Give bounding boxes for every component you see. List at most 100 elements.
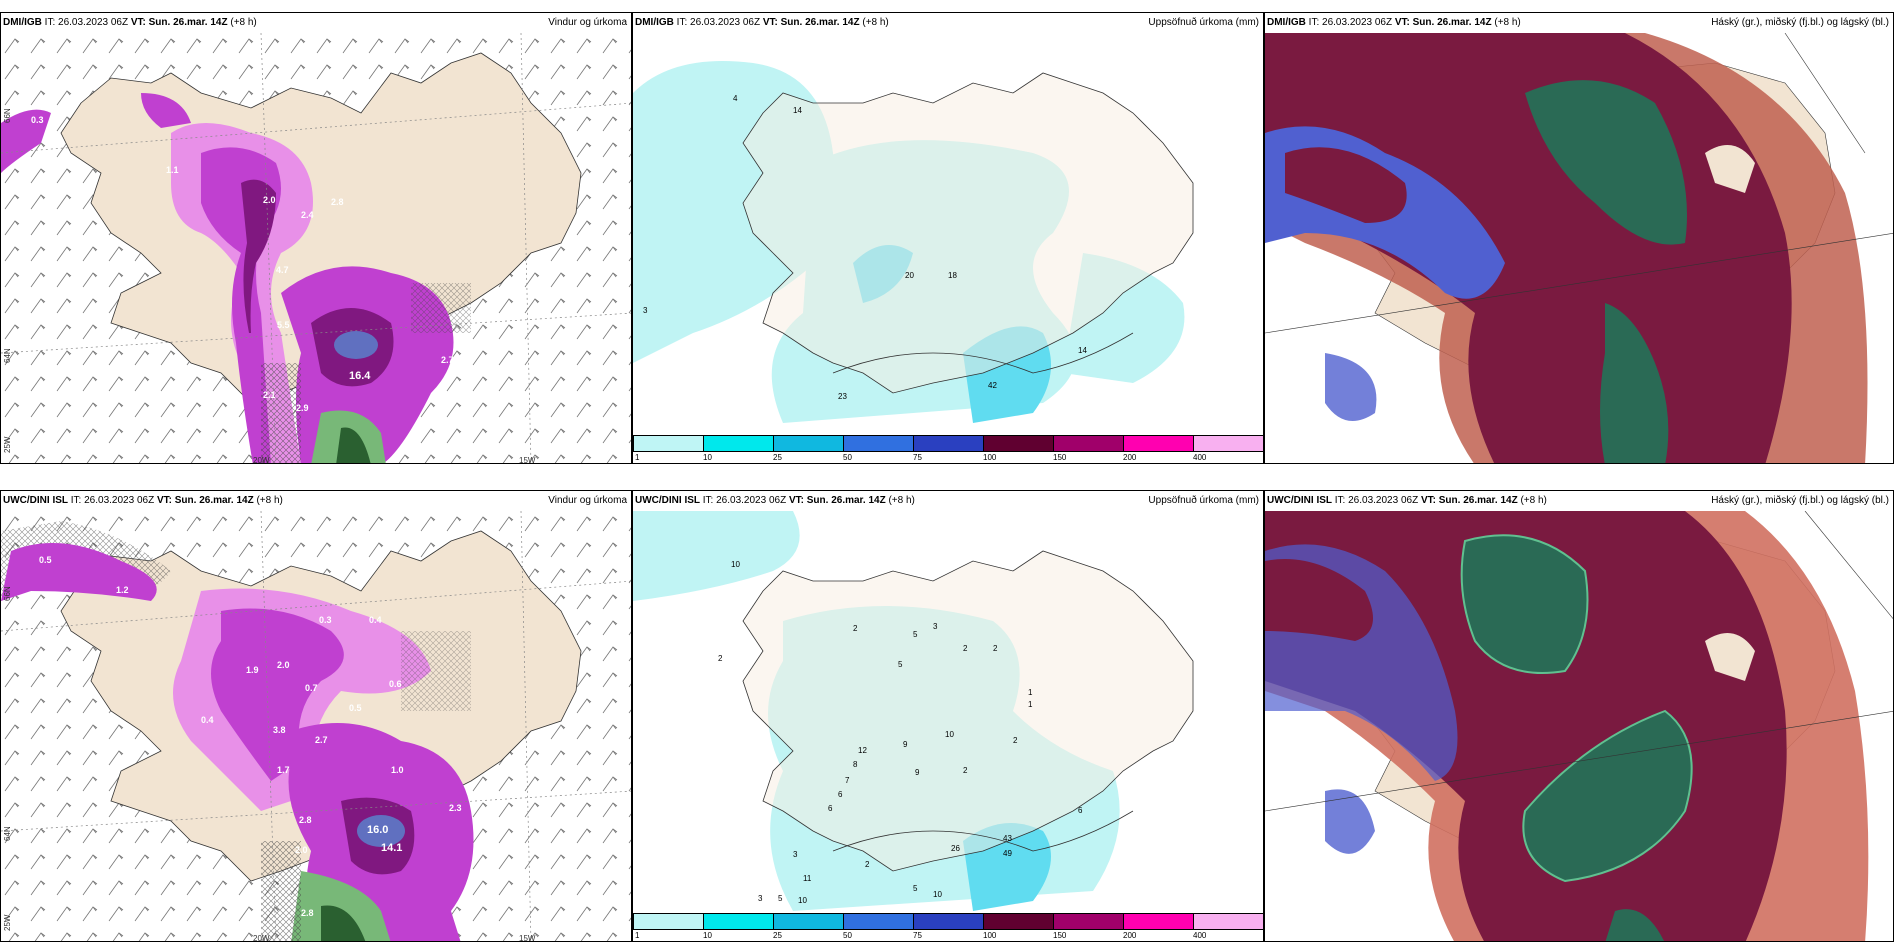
vt-value: Sun. 26.mar. 14Z: [1438, 495, 1518, 506]
colorbar: 1 10 25 50 75 100 150 200 400: [633, 435, 1263, 463]
lon-label: 15W: [519, 456, 536, 464]
colorbar-swatch: [773, 913, 844, 930]
colorbar-label: 200: [1123, 931, 1137, 940]
colorbar-label: 150: [1053, 453, 1067, 462]
colorbar-label: 75: [913, 453, 922, 462]
lead-time: (+8 h): [256, 495, 283, 506]
value-label: 3: [758, 894, 763, 903]
iceland-land: [742, 550, 1194, 872]
value-label: 49: [1003, 849, 1012, 858]
value-label: 2: [853, 624, 858, 633]
value-label: 2: [1013, 736, 1018, 745]
colorbar-label: 100: [983, 931, 997, 940]
iceland-land: [742, 72, 1194, 394]
colorbar-label: 150: [1053, 931, 1067, 940]
value-label: 16.0: [367, 824, 388, 836]
wind-precip-map: 0.3 1.1 2.0 2.8 2.4 4.7 5.5 16.4 2.9 2.1…: [1, 33, 631, 464]
value-label: 2.0: [263, 195, 276, 205]
panel-header: UWC/DINI ISL IT: 26.03.2023 06Z VT: Sun.…: [1, 491, 631, 511]
value-label: 2: [993, 644, 998, 653]
clouds-map: [1265, 33, 1893, 463]
vt-label: VT:: [762, 17, 778, 28]
value-label: 12: [858, 746, 867, 755]
lead-time: (+8 h): [230, 17, 257, 28]
lead-time: (+8 h): [862, 17, 889, 28]
it-label: IT:: [1308, 17, 1320, 28]
panel-accum-precip-uwc: UWC/DINI ISL IT: 26.03.2023 06Z VT: Sun.…: [632, 490, 1264, 942]
colorbar-label: 1: [635, 931, 640, 940]
value-label: 3.8: [273, 725, 286, 735]
colorbar-swatch: [633, 435, 704, 452]
value-label: 3: [793, 850, 798, 859]
wind-precip-map: 0.5 1.2 1.9 2.0 0.3 0.4 0.7 0.5 0.6 3.8 …: [1, 511, 631, 941]
colorbar-swatch: [983, 913, 1054, 930]
value-label: 6: [1078, 806, 1083, 815]
value-label: 0.4: [201, 715, 214, 725]
panel-title: Uppsöfnuð úrkoma (mm): [1148, 17, 1259, 28]
colorbar-swatch: [1123, 913, 1194, 930]
colorbar-swatch: [1193, 913, 1263, 930]
value-label: 2.8: [299, 815, 312, 825]
value-label: 7: [845, 776, 850, 785]
lat-label: 66N: [3, 108, 12, 123]
value-label: 2.8: [301, 908, 314, 918]
colorbar-label: 75: [913, 931, 922, 940]
panel-clouds-uwc: UWC/DINI ISL IT: 26.03.2023 06Z VT: Sun.…: [1264, 490, 1894, 942]
colorbar-label: 25: [773, 453, 782, 462]
colorbar-swatch: [703, 913, 774, 930]
value-label: 4: [733, 94, 738, 103]
colorbar-swatch: [633, 913, 704, 930]
value-label: 10: [731, 560, 740, 569]
vt-label: VT:: [130, 17, 146, 28]
lead-time: (+8 h): [888, 495, 915, 506]
colorbar-label: 10: [703, 931, 712, 940]
it-value: 26.03.2023 06Z: [1322, 17, 1393, 28]
vt-value: Sun. 26.mar. 14Z: [780, 17, 860, 28]
value-label: 2: [865, 860, 870, 869]
value-label: 14: [793, 106, 802, 115]
value-label: 5: [898, 660, 903, 669]
colorbar-swatch: [913, 913, 984, 930]
colorbar-label: 10: [703, 453, 712, 462]
value-label: 2.0: [295, 845, 308, 855]
lead-time: (+8 h): [1520, 495, 1547, 506]
panel-title: Uppsöfnuð úrkoma (mm): [1148, 495, 1259, 506]
lat-label: 64N: [3, 348, 12, 363]
value-label: 10: [945, 730, 954, 739]
value-label: 0.3: [319, 615, 332, 625]
colorbar-label: 1: [635, 453, 640, 462]
panel-header: DMI/IGB IT: 26.03.2023 06Z VT: Sun. 26.m…: [1, 13, 631, 33]
value-label: 2: [718, 654, 723, 663]
value-label: 14: [1078, 346, 1087, 355]
value-label: 1.0: [391, 765, 404, 775]
it-value: 26.03.2023 06Z: [690, 17, 761, 28]
colorbar-swatch: [913, 435, 984, 452]
colorbar-label: 200: [1123, 453, 1137, 462]
value-label: 1.2: [116, 585, 129, 595]
value-label: 10: [798, 896, 807, 905]
value-label: 43: [1003, 834, 1012, 843]
value-label: 23: [838, 392, 847, 401]
value-label: 2: [963, 766, 968, 775]
value-label: 26: [951, 844, 960, 853]
value-label: 14.1: [381, 842, 402, 854]
value-label: 20: [905, 271, 914, 280]
value-label: 2.1: [263, 390, 276, 400]
value-label: 1: [1028, 688, 1033, 697]
colorbar-label: 400: [1193, 931, 1207, 940]
value-label: 9: [915, 768, 920, 777]
model-name: DMI/IGB: [3, 17, 42, 28]
colorbar-swatch: [1053, 913, 1124, 930]
value-label: 1.7: [277, 765, 290, 775]
value-label: 5: [913, 884, 918, 893]
value-label: 1: [1028, 700, 1033, 709]
colorbar-label: 100: [983, 453, 997, 462]
colorbar: 1 10 25 50 75 100 150 200 400: [633, 913, 1263, 941]
value-label: 0.5: [39, 555, 52, 565]
clouds-map: [1265, 511, 1893, 941]
value-label: 10: [933, 890, 942, 899]
vt-value: Sun. 26.mar. 14Z: [1412, 17, 1492, 28]
panel-header: UWC/DINI ISL IT: 26.03.2023 06Z VT: Sun.…: [1265, 491, 1893, 511]
value-label: 6: [828, 804, 833, 813]
colorbar-swatch: [843, 913, 914, 930]
